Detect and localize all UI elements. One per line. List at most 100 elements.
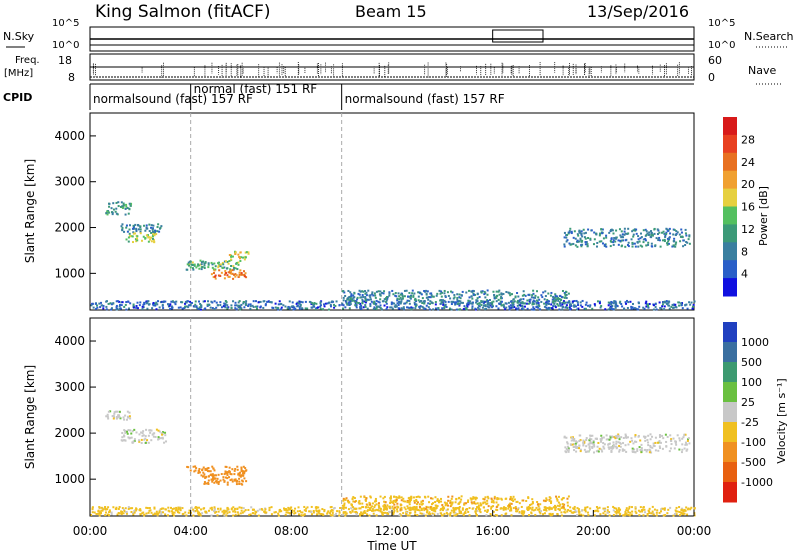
scatter-cell: [355, 300, 358, 303]
scatter-cell: [470, 295, 473, 298]
scatter-cell: [605, 234, 608, 237]
y-tick-label: 2000: [54, 426, 85, 440]
scatter-cell: [619, 445, 622, 448]
scatter-cell: [217, 262, 220, 265]
scatter-cell: [483, 290, 486, 293]
scatter-cell: [421, 512, 424, 515]
scatter-cell: [232, 268, 235, 271]
scatter-cell: [597, 441, 600, 444]
scatter-cell: [615, 436, 618, 439]
scatter-cell: [314, 506, 317, 509]
scatter-cell: [658, 301, 661, 304]
scatter-cell: [364, 499, 367, 502]
scatter-cell: [565, 293, 568, 296]
scatter-cell: [431, 497, 434, 500]
scatter-cell: [202, 300, 205, 303]
scatter-cell: [220, 306, 223, 309]
scatter-cell: [605, 236, 608, 239]
scatter-cell: [222, 476, 225, 479]
scatter-cell: [143, 224, 146, 227]
scatter-cell: [110, 303, 113, 306]
scatter-cell: [589, 507, 592, 510]
scatter-cell: [436, 498, 439, 501]
scatter-cell: [644, 302, 647, 305]
scatter-cell: [195, 467, 198, 470]
scatter-cell: [618, 228, 621, 231]
scatter-cell: [669, 439, 672, 442]
scatter-cell: [673, 447, 676, 450]
scatter-cell: [517, 295, 520, 298]
scatter-cell: [413, 505, 416, 508]
scatter-cell: [291, 511, 294, 514]
scatter-cell: [429, 506, 432, 509]
scatter-cell: [125, 205, 128, 208]
scatter-cell: [474, 510, 477, 513]
scatter-cell: [405, 513, 408, 516]
scatter-cell: [653, 232, 656, 235]
scatter-cell: [268, 506, 271, 509]
scatter-cell: [105, 211, 108, 214]
scatter-cell: [537, 301, 540, 304]
scatter-cell: [507, 507, 510, 510]
scatter-cell: [213, 477, 216, 480]
scatter-cell: [342, 304, 345, 307]
scatter-cell: [620, 236, 623, 239]
scatter-cell: [552, 296, 555, 299]
scatter-cell: [399, 508, 402, 511]
scatter-cell: [152, 303, 155, 306]
scatter-cell: [557, 507, 560, 510]
scatter-cell: [426, 509, 429, 512]
scatter-cell: [678, 506, 681, 509]
scatter-cell: [341, 290, 344, 293]
scatter-cell: [654, 449, 657, 452]
scatter-cell: [608, 442, 611, 445]
scatter-cell: [503, 506, 506, 509]
scatter-cell: [535, 290, 538, 293]
scatter-cell: [234, 267, 237, 270]
scatter-cell: [626, 299, 629, 302]
scatter-cell: [549, 514, 552, 517]
scatter-cell: [598, 300, 601, 303]
scatter-cell: [171, 508, 174, 511]
scatter-cell: [226, 304, 229, 307]
scatter-cell: [414, 307, 417, 310]
scatter-cell: [550, 507, 553, 510]
scatter-cell: [154, 230, 157, 233]
colorbar-swatch: [723, 170, 737, 190]
scatter-cell: [125, 301, 128, 304]
scatter-cell: [500, 304, 503, 307]
scatter-cell: [565, 304, 568, 307]
scatter-cell: [366, 307, 369, 310]
scatter-cell: [135, 230, 138, 233]
scatter-cell: [526, 299, 529, 302]
scatter-cell: [546, 302, 549, 305]
scatter-cell: [502, 508, 505, 511]
scatter-cell: [207, 300, 210, 303]
scatter-cell: [615, 507, 618, 510]
scatter-cell: [262, 300, 265, 303]
scatter-cell: [235, 304, 238, 307]
scatter-cell: [676, 510, 679, 513]
scatter-cell: [268, 301, 271, 304]
scatter-cell: [644, 237, 647, 240]
scatter-cell: [454, 302, 457, 305]
scatter-cell: [150, 240, 153, 243]
scatter-cell: [194, 506, 197, 509]
scatter-cell: [338, 511, 341, 514]
scatter-cell: [113, 411, 116, 414]
scatter-cell: [270, 513, 273, 516]
scatter-cell: [667, 304, 670, 307]
scatter-cell: [556, 499, 559, 502]
scatter-cell: [512, 500, 515, 503]
scatter-cell: [649, 438, 652, 441]
scatter-cell: [232, 277, 235, 280]
scatter-cell: [538, 511, 541, 514]
scatter-cell: [277, 512, 280, 515]
scatter-cell: [198, 306, 201, 309]
scatter-cell: [192, 268, 195, 271]
scatter-cell: [509, 506, 512, 509]
scatter-cell: [414, 511, 417, 514]
scatter-cell: [504, 508, 507, 511]
scatter-cell: [409, 508, 412, 511]
